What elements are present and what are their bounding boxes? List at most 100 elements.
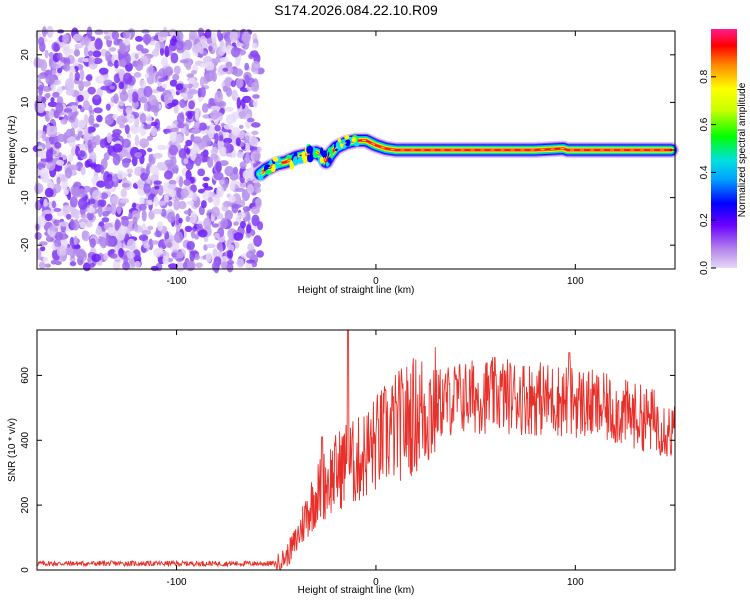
noise-speck xyxy=(87,50,94,57)
noise-speck xyxy=(251,261,258,268)
colorbar-label: Normalized spectral amplitude xyxy=(737,82,748,217)
noise-speck xyxy=(163,193,169,203)
noise-speck xyxy=(191,70,197,75)
noise-speck xyxy=(45,140,51,150)
noise-speck xyxy=(183,179,192,186)
noise-speck xyxy=(252,94,260,99)
noise-speck xyxy=(67,81,74,92)
noise-speck xyxy=(51,200,57,209)
noise-speck xyxy=(126,251,135,259)
noise-speck xyxy=(233,221,239,226)
noise-speck xyxy=(98,67,109,75)
noise-speck xyxy=(69,261,77,267)
noise-speck xyxy=(45,92,51,98)
noise-speck xyxy=(157,200,166,206)
noise-speck xyxy=(166,241,173,248)
noise-speck xyxy=(228,195,236,203)
noise-speck xyxy=(46,162,56,171)
noise-speck xyxy=(34,200,41,211)
noise-speck xyxy=(185,63,192,71)
spectrogram-x-label: Height of straight line (km) xyxy=(298,285,415,296)
noise-speck xyxy=(126,168,133,174)
noise-speck xyxy=(92,189,102,200)
noise-speck xyxy=(211,261,220,272)
noise-speck xyxy=(186,200,194,205)
noise-speck xyxy=(111,30,120,40)
noise-speck xyxy=(141,229,152,235)
noise-speck xyxy=(139,79,144,86)
noise-speck xyxy=(94,38,103,50)
noise-speck xyxy=(254,187,262,194)
noise-speck xyxy=(151,240,159,245)
noise-speck xyxy=(164,66,174,77)
noise-speck xyxy=(118,81,125,90)
noise-speck xyxy=(96,114,103,123)
noise-speck xyxy=(89,238,96,248)
noise-speck xyxy=(134,116,140,128)
noise-speck xyxy=(185,139,193,147)
signal-trace-blob xyxy=(353,142,360,147)
signal-trace-blob xyxy=(292,156,298,166)
noise-speck xyxy=(113,93,119,104)
snr-background xyxy=(37,330,675,570)
noise-speck xyxy=(225,87,232,97)
noise-speck xyxy=(148,41,157,46)
noise-speck xyxy=(79,221,86,229)
noise-speck xyxy=(242,206,251,212)
noise-speck xyxy=(51,69,57,75)
noise-speck xyxy=(87,128,93,134)
noise-speck xyxy=(79,68,85,81)
noise-speck xyxy=(67,111,76,123)
noise-speck xyxy=(100,165,105,175)
noise-speck xyxy=(126,238,136,250)
noise-speck xyxy=(245,152,250,165)
noise-speck xyxy=(70,127,76,139)
noise-speck xyxy=(186,73,194,78)
noise-speck xyxy=(101,217,110,223)
noise-speck xyxy=(134,166,143,176)
spectrogram-y-label: Frequency (Hz) xyxy=(7,116,18,185)
noise-speck xyxy=(201,103,209,113)
noise-speck xyxy=(141,209,147,222)
noise-speck xyxy=(157,221,164,231)
noise-speck xyxy=(169,46,175,52)
noise-speck xyxy=(173,65,181,75)
noise-speck xyxy=(147,147,153,153)
noise-speck xyxy=(105,103,111,111)
signal-trace-ridge xyxy=(259,140,671,175)
noise-speck xyxy=(241,32,251,44)
snr-y-tick-label: 200 xyxy=(20,496,31,513)
noise-speck xyxy=(252,42,258,49)
noise-speck xyxy=(224,209,233,221)
noise-speck xyxy=(37,74,46,80)
snr-series xyxy=(36,329,676,571)
noise-speck xyxy=(44,187,54,198)
noise-speck xyxy=(220,261,228,270)
snr-y-label: SNR (10 * v/v) xyxy=(7,418,18,482)
spectrogram-x-tick-label: 0 xyxy=(373,276,379,287)
noise-speck xyxy=(62,34,69,44)
noise-speck xyxy=(82,100,90,111)
noise-speck xyxy=(77,188,87,198)
noise-speck xyxy=(250,255,258,261)
noise-speck xyxy=(155,42,161,52)
signal-trace-blob xyxy=(339,139,347,144)
noise-speck xyxy=(167,211,176,223)
spectrogram-y-tick-label: 20 xyxy=(20,49,31,61)
noise-speck xyxy=(54,260,62,266)
signal-trace-blob xyxy=(258,169,263,177)
noise-speck xyxy=(93,107,103,114)
noise-speck xyxy=(118,100,124,107)
noise-speck xyxy=(128,93,133,103)
noise-speck xyxy=(131,91,139,103)
noise-speck xyxy=(66,136,77,143)
noise-speck xyxy=(50,260,57,265)
spectrogram-y-tick-label: 0 xyxy=(20,147,31,153)
snr-x-tick-label: -100 xyxy=(167,577,187,588)
noise-speck xyxy=(80,214,88,219)
noise-speck xyxy=(235,215,241,222)
noise-speck xyxy=(206,243,216,249)
noise-speck xyxy=(63,189,69,196)
noise-speck xyxy=(164,45,170,58)
noise-speck xyxy=(175,83,184,91)
